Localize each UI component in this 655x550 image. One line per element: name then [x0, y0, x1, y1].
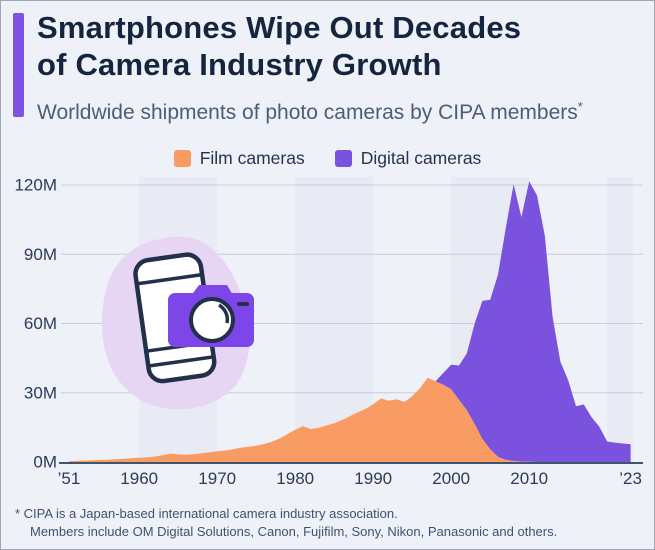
svg-text:2010: 2010 — [510, 469, 548, 488]
title-line-1: Smartphones Wipe Out Decades — [37, 10, 522, 45]
svg-text:2000: 2000 — [432, 469, 470, 488]
legend-item-digital: Digital cameras — [334, 148, 482, 169]
svg-text:0M: 0M — [33, 453, 57, 472]
svg-text:’51: ’51 — [58, 469, 81, 488]
svg-text:30M: 30M — [24, 383, 57, 402]
svg-text:1990: 1990 — [354, 469, 392, 488]
camera-glyph — [168, 285, 254, 347]
svg-text:60M: 60M — [24, 314, 57, 333]
chart-legend: Film cameras Digital cameras — [1, 148, 654, 169]
svg-text:120M: 120M — [14, 176, 57, 195]
svg-text:1960: 1960 — [120, 469, 158, 488]
smartphone-camera-icon — [101, 236, 254, 410]
page-title: Smartphones Wipe Out Decades of Camera I… — [37, 9, 521, 83]
title-accent-bar — [13, 13, 24, 117]
footnote-line-1: * CIPA is a Japan-based international ca… — [15, 506, 398, 521]
svg-text:1970: 1970 — [198, 469, 236, 488]
page-subtitle: Worldwide shipments of photo cameras by … — [37, 99, 583, 125]
svg-text:’23: ’23 — [619, 469, 642, 488]
subtitle-text: Worldwide shipments of photo cameras by … — [37, 101, 578, 124]
footnote: * CIPA is a Japan-based international ca… — [15, 505, 557, 541]
title-line-2: of Camera Industry Growth — [37, 47, 442, 82]
subtitle-asterisk: * — [577, 99, 583, 114]
film-color-swatch — [173, 150, 191, 167]
legend-item-film: Film cameras — [173, 148, 305, 169]
svg-text:90M: 90M — [24, 245, 57, 264]
legend-label-digital: Digital cameras — [360, 148, 482, 168]
footnote-line-2: Members include OM Digital Solutions, Ca… — [30, 524, 558, 539]
digital-color-swatch — [334, 150, 352, 167]
svg-text:1980: 1980 — [276, 469, 314, 488]
legend-label-film: Film cameras — [199, 148, 305, 168]
smartphone-camera-illustration — [96, 231, 261, 416]
